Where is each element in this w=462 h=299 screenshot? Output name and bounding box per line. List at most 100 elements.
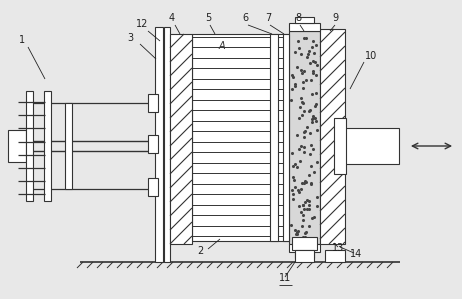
Point xyxy=(299,234,307,239)
Point xyxy=(287,222,295,227)
Point xyxy=(301,178,309,183)
Point xyxy=(300,150,308,155)
Bar xyxy=(155,27,163,262)
Point xyxy=(293,232,300,237)
Point xyxy=(308,163,315,168)
Point xyxy=(298,52,305,57)
Point xyxy=(307,143,314,147)
Point xyxy=(310,146,317,151)
Text: 13: 13 xyxy=(332,243,344,253)
Point xyxy=(304,207,311,212)
Point xyxy=(299,212,306,217)
Point xyxy=(312,91,319,95)
Point xyxy=(307,61,314,65)
Bar xyxy=(325,250,345,262)
Point xyxy=(291,82,298,87)
Point xyxy=(297,209,304,214)
Point xyxy=(313,203,320,208)
Bar xyxy=(148,135,158,153)
Point xyxy=(302,179,310,184)
Point xyxy=(305,224,313,228)
Bar xyxy=(26,91,33,201)
Point xyxy=(295,228,302,233)
Point xyxy=(307,181,315,186)
Point xyxy=(313,128,321,133)
Point xyxy=(305,199,312,203)
Point xyxy=(292,84,299,89)
Bar xyxy=(289,23,320,31)
Point xyxy=(289,87,296,92)
Point xyxy=(298,113,306,118)
Point xyxy=(291,178,298,183)
Bar xyxy=(292,237,317,250)
Point xyxy=(291,49,298,54)
Point xyxy=(308,120,316,125)
Point xyxy=(297,159,304,164)
Point xyxy=(293,65,300,70)
Point xyxy=(295,116,303,120)
Point xyxy=(295,147,303,152)
Bar xyxy=(148,94,158,112)
Point xyxy=(312,73,319,77)
Point xyxy=(299,202,306,207)
Point xyxy=(302,230,309,234)
Point xyxy=(310,50,317,55)
Point xyxy=(306,152,314,156)
Point xyxy=(313,160,321,164)
Bar xyxy=(295,17,314,23)
Point xyxy=(302,200,309,205)
Text: 10: 10 xyxy=(365,51,377,61)
Bar xyxy=(270,34,278,241)
Point xyxy=(293,229,301,234)
Bar xyxy=(295,252,314,258)
Point xyxy=(307,107,314,112)
Point xyxy=(301,130,308,135)
Point xyxy=(298,71,306,76)
Bar xyxy=(334,118,346,174)
Point xyxy=(300,109,307,114)
Point xyxy=(305,207,313,212)
Point xyxy=(290,163,297,168)
Point xyxy=(302,77,310,82)
Point xyxy=(304,52,312,57)
Text: 8: 8 xyxy=(295,13,301,23)
Point xyxy=(311,116,318,121)
Point xyxy=(296,189,303,194)
Point xyxy=(298,95,305,100)
Point xyxy=(289,187,296,192)
Point xyxy=(299,218,306,223)
Point xyxy=(309,39,316,44)
Bar xyxy=(344,128,399,164)
Bar xyxy=(164,27,170,262)
Bar xyxy=(192,34,288,241)
Point xyxy=(310,69,317,74)
Bar xyxy=(320,29,345,244)
Text: 11: 11 xyxy=(279,273,291,283)
Point xyxy=(298,224,306,229)
Point xyxy=(313,195,320,199)
Point xyxy=(308,45,316,49)
Point xyxy=(289,196,297,201)
Point xyxy=(308,92,316,97)
Point xyxy=(306,202,313,207)
Point xyxy=(300,145,307,150)
Point xyxy=(311,103,319,108)
Point xyxy=(304,125,311,130)
Bar xyxy=(44,91,51,201)
Point xyxy=(298,144,305,148)
Point xyxy=(295,39,302,43)
Point xyxy=(306,172,313,177)
Text: 9: 9 xyxy=(332,13,338,23)
Text: 14: 14 xyxy=(350,249,362,259)
Bar xyxy=(283,34,289,241)
Point xyxy=(307,78,314,83)
Point xyxy=(304,55,311,60)
Point xyxy=(300,206,307,211)
Point xyxy=(296,204,303,209)
Point xyxy=(301,235,309,240)
Point xyxy=(289,174,297,179)
Point xyxy=(305,48,312,53)
Bar xyxy=(289,244,320,252)
Point xyxy=(314,63,321,68)
Bar xyxy=(65,103,72,189)
